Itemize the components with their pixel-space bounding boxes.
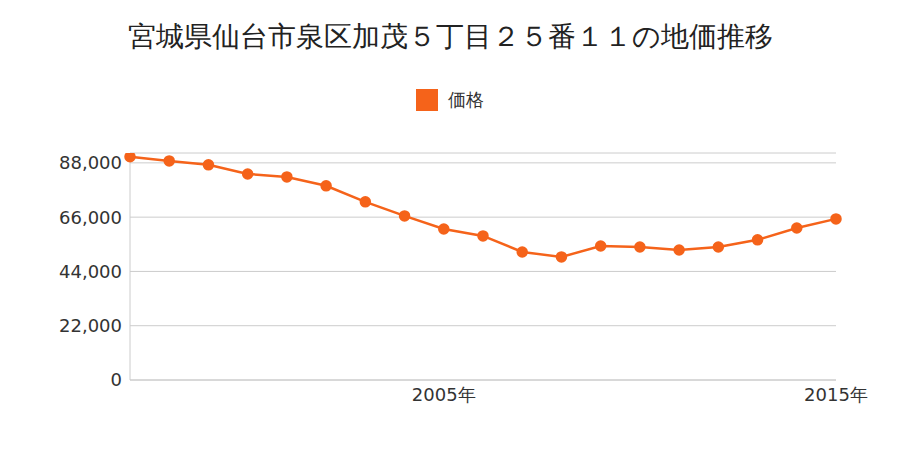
svg-text:44,000: 44,000 xyxy=(59,261,122,282)
svg-text:2005年: 2005年 xyxy=(412,384,476,405)
svg-text:2015年: 2015年 xyxy=(804,384,868,405)
html-text:宮城県仙台市泉区加茂５丁目２５番１１の地価推移: 宮城県仙台市泉区加茂５丁目２５番１１の地価推移 xyxy=(127,20,773,53)
svg-text:22,000: 22,000 xyxy=(59,315,122,336)
svg-text:66,000: 66,000 xyxy=(59,207,122,228)
svg-text:88,000: 88,000 xyxy=(59,152,122,173)
svg-text:0: 0 xyxy=(111,369,122,390)
html-text:価格: 価格 xyxy=(448,89,484,110)
